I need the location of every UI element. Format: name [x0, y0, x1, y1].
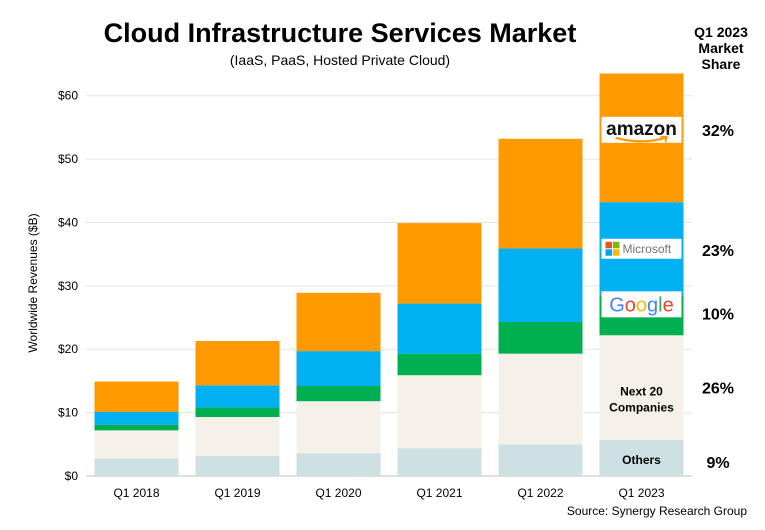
google-logo-text: Google	[609, 294, 674, 316]
bar-segment-google	[195, 407, 280, 418]
amazon-logo: amazon	[601, 116, 682, 143]
bar-segment-google	[498, 321, 583, 354]
bar-segment-others	[94, 458, 179, 476]
bar-segment-next20	[296, 401, 381, 454]
microsoft-square-blue	[605, 249, 612, 256]
bar-segment-next20	[397, 375, 482, 449]
market-share-google: 10%	[702, 306, 734, 323]
x-tick-label: Q1 2019	[214, 486, 260, 500]
bar-segment-others	[498, 444, 583, 476]
bar-segment-amazon	[296, 292, 381, 352]
y-tick-label: $20	[58, 342, 78, 356]
y-tick-label: $60	[58, 89, 78, 103]
segment-label-next20: Companies	[609, 401, 674, 415]
bar-segment-next20	[498, 353, 583, 445]
bar-segment-next20	[195, 417, 280, 456]
bar-segment-amazon	[498, 138, 583, 249]
market-share-amazon: 32%	[702, 123, 734, 140]
y-tick-label: $40	[58, 215, 78, 229]
google-logo: Google	[601, 291, 682, 318]
y-tick-label: $10	[58, 406, 78, 420]
x-tick-label: Q1 2021	[416, 486, 462, 500]
x-tick-label: Q1 2023	[618, 486, 664, 500]
bar-segment-next20	[599, 335, 684, 440]
market-share-microsoft: 23%	[702, 243, 734, 260]
microsoft-square-red	[605, 241, 612, 249]
bar-segment-next20	[94, 430, 179, 459]
market-share-header: Q1 2023 Market Share	[694, 24, 748, 72]
segment-label-others: Others	[622, 453, 661, 467]
y-tick-label: $0	[65, 469, 79, 483]
microsoft-square-yellow	[613, 249, 620, 256]
bar-segment-google	[397, 353, 482, 376]
amazon-logo-text: amazon	[606, 119, 677, 140]
bar-segment-microsoft	[397, 303, 482, 354]
bar-segment-microsoft	[195, 385, 280, 408]
bar-segment-google	[296, 385, 381, 402]
bar-segment-amazon	[195, 340, 280, 386]
x-tick-label: Q1 2020	[315, 486, 361, 500]
market-share-next20: 26%	[702, 381, 734, 398]
chart-title: Cloud Infrastructure Services Market	[103, 18, 577, 48]
bar-segment-microsoft	[498, 248, 583, 322]
bar-segment-google	[94, 424, 179, 431]
bar-segment-amazon	[94, 381, 179, 412]
x-tick-label: Q1 2018	[113, 486, 159, 500]
market-share-others: 9%	[706, 455, 729, 472]
bar-segment-others	[195, 455, 280, 476]
microsoft-square-green	[613, 241, 620, 249]
chart-subtitle: (IaaS, PaaS, Hosted Private Cloud)	[229, 52, 451, 68]
source-note: Source: Synergy Research Group	[566, 504, 747, 518]
y-tick-label: $50	[58, 152, 78, 166]
microsoft-logo-text: Microsoft	[623, 242, 672, 256]
bar-segment-microsoft	[296, 351, 381, 386]
segment-label-next20: Next 20	[620, 385, 663, 399]
bar-segment-amazon	[397, 223, 482, 304]
bar-segment-others	[397, 448, 482, 476]
microsoft-logo: Microsoft	[601, 238, 682, 259]
bar-segment-others	[296, 453, 381, 476]
amazon-smile-icon	[615, 136, 666, 143]
bar-segment-others	[599, 439, 684, 476]
y-axis-label: Worldwide Revenues ($B)	[26, 213, 40, 353]
bar-segment-microsoft	[94, 411, 179, 425]
y-tick-label: $30	[58, 279, 78, 293]
x-tick-label: Q1 2022	[517, 486, 563, 500]
